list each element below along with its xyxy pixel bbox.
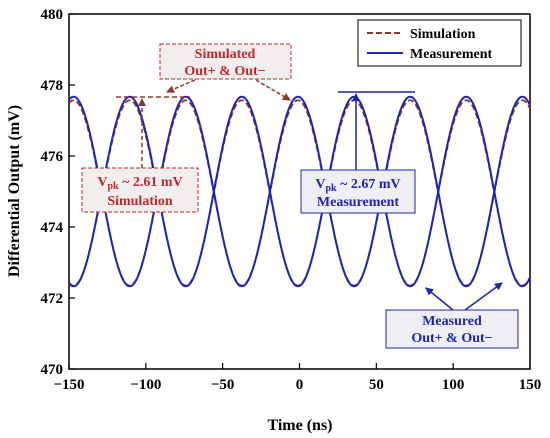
sim-vpk-line2: Simulation — [107, 194, 173, 209]
meas-vpk-line2: Measurement — [317, 195, 399, 210]
y-tick-label: 470 — [41, 362, 64, 378]
y-tick-label: 480 — [41, 7, 64, 23]
x-tick-label: 0 — [296, 377, 304, 393]
legend-box — [357, 19, 522, 67]
meas-traces-line1: Measured — [422, 314, 482, 329]
annotation-measurement-vpk: Vpk ~ 2.67 mV Measurement — [300, 91, 416, 214]
meas-vpk-box — [300, 169, 416, 214]
y-tick-label: 476 — [41, 149, 64, 165]
sim-vpk-value: ~ 2.61 mV — [119, 175, 183, 190]
sim-vpk-box — [81, 167, 199, 213]
annotation-simulated-traces: Simulated Out+ & Out− — [159, 43, 292, 101]
y-axis-label: Differential Output (mV) — [6, 105, 23, 277]
meas-vpk-line1: Vpk ~ 2.67 mV — [315, 177, 400, 194]
annotation-measured-traces: Measured Out+ & Out− — [385, 282, 519, 349]
series-layer — [69, 95, 530, 288]
meas-traces-arrow-right — [464, 282, 503, 311]
sim-traces-arrow-left — [166, 79, 196, 93]
axis-ticks: −150 −100 −50 0 50 100 150 470 472 474 476 478 480 — [41, 7, 542, 393]
x-tick-label: 150 — [519, 377, 542, 393]
sim-vpk-line1: Vpk ~ 2.61 mV — [97, 175, 182, 192]
y-tick-label: 474 — [41, 220, 64, 236]
meas-traces-box — [385, 309, 519, 349]
x-tick-label: −100 — [130, 377, 161, 393]
meas-traces-arrow-left — [425, 287, 454, 311]
sim-traces-box — [159, 43, 292, 80]
meas-vpk-value: ~ 2.67 mV — [337, 177, 401, 192]
x-axis-label: Time (ns) — [267, 417, 332, 434]
y-tick-label: 478 — [41, 78, 64, 94]
sim-traces-line1: Simulated — [195, 47, 256, 62]
sim-traces-line2: Out+ & Out− — [184, 64, 265, 79]
legend-simulation-label: Simulation — [410, 27, 476, 42]
meas-vpk-prefix: V — [315, 177, 325, 192]
x-tick-label: 50 — [369, 377, 384, 393]
sim-traces-arrow-right — [255, 79, 291, 101]
x-tick-label: −150 — [53, 377, 84, 393]
x-tick-label: 100 — [442, 377, 465, 393]
x-tick-label: −50 — [211, 377, 235, 393]
sim-vpk-subscript: pk — [107, 181, 119, 192]
y-tick-label: 472 — [41, 291, 64, 307]
legend-measurement-label: Measurement — [410, 47, 492, 62]
meas-traces-line2: Out+ & Out− — [411, 331, 492, 346]
measurement-out-plus-line — [69, 95, 530, 288]
meas-vpk-subscript: pk — [325, 183, 337, 194]
annotation-simulation-vpk: Vpk ~ 2.61 mV Simulation — [81, 96, 199, 213]
measurement-out-minus-line — [69, 95, 530, 288]
sim-vpk-prefix: V — [97, 175, 107, 190]
legend: Simulation Measurement — [357, 19, 522, 67]
